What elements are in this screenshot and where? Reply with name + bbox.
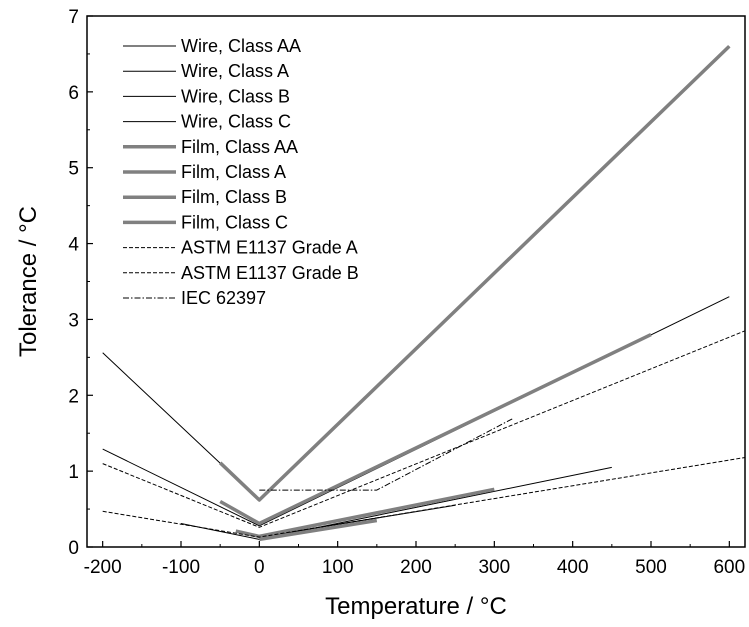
y-axis-label: Tolerance / °C <box>15 206 42 357</box>
y-tick-label: 4 <box>68 235 79 256</box>
x-tick-label: 400 <box>557 557 589 578</box>
x-tick-label: -200 <box>84 557 122 578</box>
legend-label: ASTM E1137 Grade A <box>181 238 358 258</box>
y-tick-label: 2 <box>68 386 79 407</box>
x-tick-label: 300 <box>478 557 510 578</box>
y-tick-label: 6 <box>68 83 79 104</box>
series-line-wire-class-a <box>102 296 730 527</box>
y-tick-label: 3 <box>68 310 79 331</box>
legend-label: Film, Class B <box>181 187 287 207</box>
x-tick-label: 500 <box>635 557 667 578</box>
y-tick-label: 7 <box>68 7 79 28</box>
x-tick-label: 200 <box>400 557 432 578</box>
x-tick-label: 0 <box>254 557 265 578</box>
x-tick-label: -100 <box>162 557 200 578</box>
x-axis-label: Temperature / °C <box>325 593 507 620</box>
series-line-film-class-a <box>235 487 495 539</box>
series-line-film-class-aa <box>259 518 378 542</box>
y-tick-label: 5 <box>68 159 79 180</box>
series-line-astm-e1137-grade-b <box>102 330 746 528</box>
legend-label: Film, Class A <box>181 162 286 182</box>
legend-label: IEC 62397 <box>181 288 266 308</box>
series-layer <box>102 45 746 542</box>
x-tick-label: 600 <box>713 557 745 578</box>
legend-label: Film, Class C <box>181 212 288 232</box>
axes-layer: -200 -100 0 100 200 300 400 500 600 0 1 2 3 4 5 6 7 <box>68 7 745 578</box>
x-tick-label: 100 <box>322 557 354 578</box>
series-line-film-class-c <box>218 45 731 502</box>
legend-label: Wire, Class A <box>181 61 289 81</box>
series-line-film-class-b <box>219 333 652 526</box>
series-line-iec-62397 <box>259 417 515 491</box>
legend: Wire, Class AA Wire, Class A Wire, Class B… <box>123 36 359 308</box>
legend-label: ASTM E1137 Grade B <box>181 263 359 283</box>
legend-label: Wire, Class B <box>181 86 290 106</box>
legend-label: Wire, Class AA <box>181 36 301 56</box>
series-line-astm-e1137-grade-a <box>102 457 746 538</box>
y-tick-label: 1 <box>68 462 79 483</box>
legend-label: Wire, Class C <box>181 112 291 132</box>
series-line-wire-class-aa <box>180 466 612 540</box>
y-tick-label: 0 <box>68 538 79 559</box>
legend-label: Film, Class AA <box>181 137 298 157</box>
